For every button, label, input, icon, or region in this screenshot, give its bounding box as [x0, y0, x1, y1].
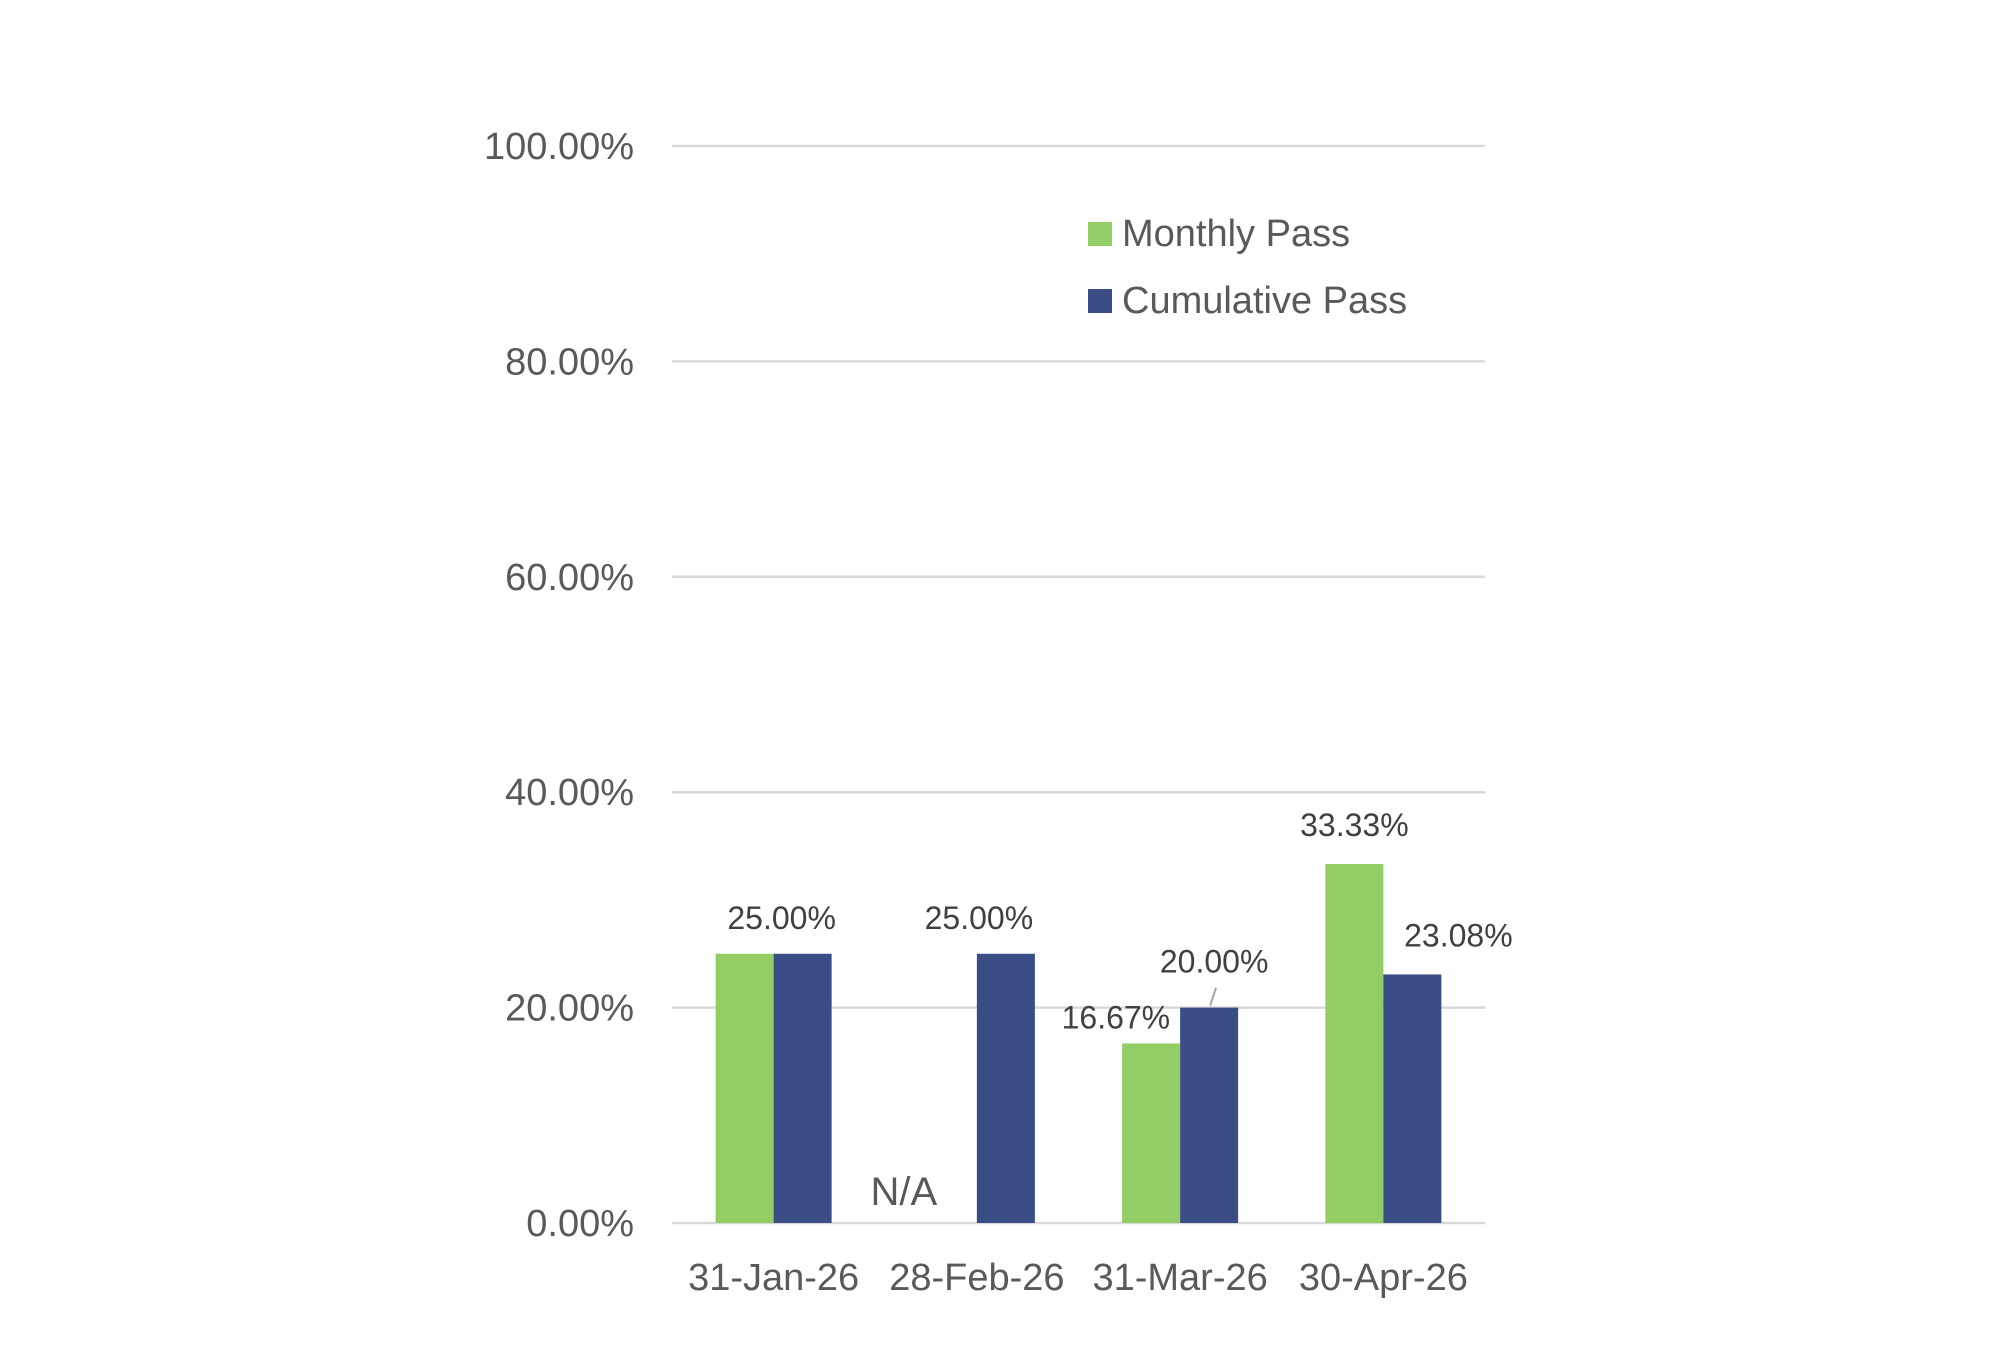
y-tick-label: 40.00% [505, 772, 634, 814]
bar-monthly-pass [715, 953, 774, 1223]
bars [715, 864, 1442, 1223]
bar-cumulative-pass [773, 953, 832, 1223]
x-category-label: 28-Feb-26 [889, 1257, 1064, 1299]
data-label-cumulative-pass: 23.08% [1404, 917, 1513, 953]
data-label-cumulative-pass: 25.00% [925, 900, 1034, 936]
data-label-monthly-pass: 16.67% [1062, 999, 1171, 1035]
data-label-monthly-pass: N/A [871, 1170, 938, 1214]
legend-swatch [1088, 289, 1112, 313]
bar-cumulative-pass [1383, 974, 1442, 1223]
data-labels: 25.00% N/A 25.00% 16.67% 20.00% 33.33% 23.08% [727, 807, 1512, 1214]
legend-label: Monthly Pass [1122, 213, 1350, 255]
bar-cumulative-pass [976, 953, 1035, 1223]
legend-swatch [1088, 222, 1112, 246]
legend-label: Cumulative Pass [1122, 280, 1407, 322]
data-label-cumulative-pass: 25.00% [727, 900, 836, 936]
y-tick-label: 20.00% [505, 988, 634, 1030]
x-category-label: 31-Mar-26 [1092, 1257, 1267, 1299]
data-label-monthly-pass: 33.33% [1300, 807, 1409, 843]
bar-cumulative-pass [1180, 1007, 1239, 1223]
y-tick-label: 60.00% [505, 557, 634, 599]
x-axis: 31-Jan-26 28-Feb-26 31-Mar-26 30-Apr-26 [688, 1257, 1468, 1299]
x-category-label: 31-Jan-26 [688, 1257, 859, 1299]
y-tick-label: 0.00% [526, 1203, 634, 1245]
legend: Monthly Pass Cumulative Pass [1088, 213, 1407, 322]
y-axis: 0.00% 20.00% 40.00% 60.00% 80.00% 100.00% [484, 126, 634, 1245]
leader-line [1209, 987, 1218, 1006]
data-label-cumulative-pass: 20.00% [1160, 944, 1269, 980]
y-tick-label: 100.00% [484, 126, 634, 168]
x-category-label: 30-Apr-26 [1299, 1257, 1468, 1299]
y-tick-label: 80.00% [505, 341, 634, 383]
bar-monthly-pass [1122, 1043, 1181, 1223]
bar-monthly-pass [1325, 864, 1384, 1223]
